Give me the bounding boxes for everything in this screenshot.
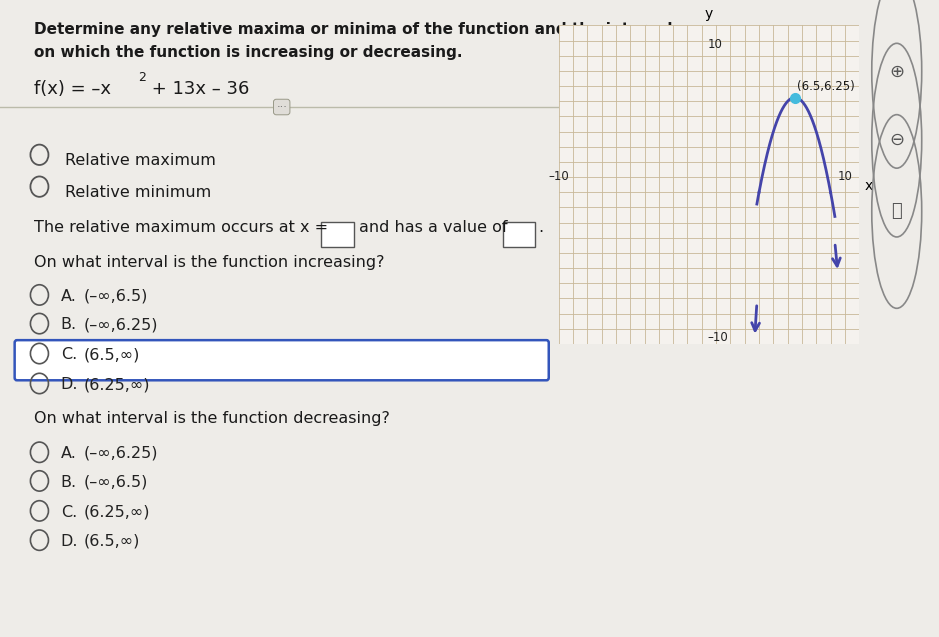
Text: The relative maximum occurs at x =: The relative maximum occurs at x = xyxy=(34,220,328,235)
Text: (6.5,6.25): (6.5,6.25) xyxy=(797,80,854,93)
Text: (–∞,6.25): (–∞,6.25) xyxy=(84,317,158,333)
Text: f(x) = –x: f(x) = –x xyxy=(34,80,111,97)
Text: 10: 10 xyxy=(707,38,722,50)
Text: ⧉: ⧉ xyxy=(891,203,902,220)
Text: (–∞,6.5): (–∞,6.5) xyxy=(84,475,147,490)
Text: A.: A. xyxy=(61,446,77,461)
Text: + 13x – 36: + 13x – 36 xyxy=(146,80,250,97)
Text: (–∞,6.25): (–∞,6.25) xyxy=(84,446,158,461)
Text: 10: 10 xyxy=(838,170,853,183)
Text: ⊖: ⊖ xyxy=(889,131,904,149)
Text: On what interval is the function decreasing?: On what interval is the function decreas… xyxy=(34,411,390,426)
FancyBboxPatch shape xyxy=(321,222,354,247)
Text: C.: C. xyxy=(61,505,77,520)
FancyBboxPatch shape xyxy=(502,222,535,247)
Text: (6.5,∞): (6.5,∞) xyxy=(84,534,140,549)
Text: B.: B. xyxy=(61,317,77,333)
Text: (6.25,∞): (6.25,∞) xyxy=(84,505,150,520)
Text: x: x xyxy=(865,179,873,193)
Text: (6.25,∞): (6.25,∞) xyxy=(84,377,150,392)
Text: and has a value of: and has a value of xyxy=(360,220,508,235)
FancyBboxPatch shape xyxy=(15,340,548,380)
Text: ⊕: ⊕ xyxy=(889,62,904,80)
Text: y: y xyxy=(705,7,713,21)
Text: Relative maximum: Relative maximum xyxy=(65,153,216,168)
Text: (6.5,∞): (6.5,∞) xyxy=(84,347,140,362)
Text: 2: 2 xyxy=(138,71,146,84)
Text: C.: C. xyxy=(61,347,77,362)
Text: ···: ··· xyxy=(276,102,287,112)
Text: D.: D. xyxy=(61,377,78,392)
Text: Relative minimum: Relative minimum xyxy=(65,185,211,200)
Text: On what interval is the function increasing?: On what interval is the function increas… xyxy=(34,255,384,270)
Text: on which the function is increasing or decreasing.: on which the function is increasing or d… xyxy=(34,45,462,60)
Text: Determine any relative maxima or minima of the function and the intervals: Determine any relative maxima or minima … xyxy=(34,22,682,38)
Text: A.: A. xyxy=(61,289,77,304)
Text: D.: D. xyxy=(61,534,78,549)
Text: .: . xyxy=(538,220,543,235)
Text: (–∞,6.5): (–∞,6.5) xyxy=(84,289,147,304)
Text: B.: B. xyxy=(61,475,77,490)
Text: –10: –10 xyxy=(548,170,569,183)
Text: –10: –10 xyxy=(707,331,729,344)
